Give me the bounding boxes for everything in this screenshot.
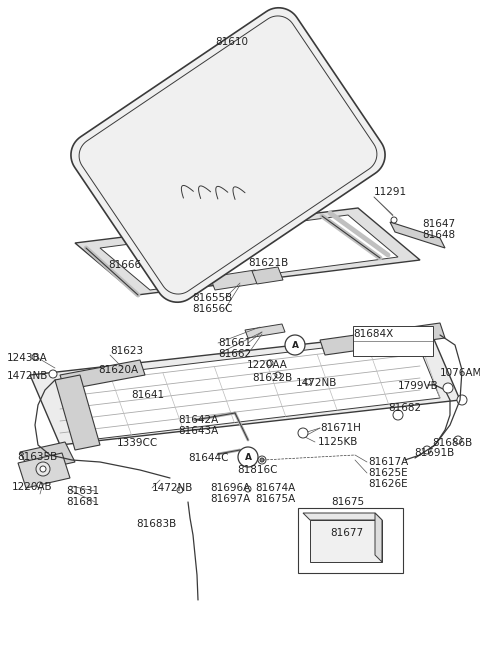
Text: 81677: 81677	[330, 528, 363, 538]
Text: 1125KB: 1125KB	[318, 437, 359, 447]
Text: 81641: 81641	[131, 390, 164, 400]
Text: 81674A: 81674A	[255, 483, 295, 493]
Text: 81620A: 81620A	[98, 365, 138, 375]
Text: 81621B: 81621B	[248, 258, 288, 268]
Text: 11291: 11291	[374, 187, 407, 197]
Polygon shape	[390, 222, 445, 248]
Polygon shape	[60, 360, 145, 390]
Polygon shape	[375, 513, 382, 562]
Text: 81622B: 81622B	[252, 373, 292, 383]
Text: 1220AA: 1220AA	[247, 360, 288, 370]
Circle shape	[391, 217, 397, 223]
Circle shape	[40, 466, 46, 472]
Polygon shape	[210, 270, 260, 290]
Text: 81662: 81662	[218, 349, 251, 359]
Circle shape	[177, 487, 183, 493]
Polygon shape	[75, 208, 420, 295]
Circle shape	[267, 360, 273, 366]
Text: 1472NB: 1472NB	[7, 371, 48, 381]
Polygon shape	[20, 442, 75, 472]
Circle shape	[32, 354, 38, 360]
Text: 81626E: 81626E	[368, 479, 408, 489]
Text: 81816C: 81816C	[237, 465, 277, 475]
Text: 81642A: 81642A	[178, 415, 218, 425]
Polygon shape	[245, 324, 285, 338]
Text: 81656C: 81656C	[192, 304, 232, 314]
Circle shape	[37, 482, 43, 488]
Circle shape	[245, 486, 251, 492]
Text: 81623: 81623	[110, 346, 143, 356]
Text: 1799VB: 1799VB	[398, 381, 439, 391]
Polygon shape	[303, 513, 382, 520]
Circle shape	[258, 456, 266, 464]
Circle shape	[49, 370, 57, 378]
Text: 81696A: 81696A	[210, 483, 250, 493]
Text: 1076AM: 1076AM	[440, 368, 480, 378]
Circle shape	[393, 410, 403, 420]
Bar	[353, 326, 433, 356]
Circle shape	[423, 446, 431, 454]
Text: 1339CC: 1339CC	[117, 438, 158, 448]
Text: 1472NB: 1472NB	[152, 483, 193, 493]
Text: 81644C: 81644C	[188, 453, 228, 463]
Polygon shape	[55, 375, 100, 450]
Text: 81682: 81682	[388, 403, 421, 413]
Polygon shape	[320, 323, 445, 355]
Polygon shape	[18, 453, 70, 488]
Text: A: A	[291, 341, 299, 350]
Circle shape	[443, 383, 453, 393]
Text: 1472NB: 1472NB	[296, 378, 337, 388]
Circle shape	[36, 462, 50, 476]
Text: 1243BA: 1243BA	[7, 353, 48, 363]
Text: 81625E: 81625E	[368, 468, 408, 478]
Text: 81631: 81631	[66, 486, 99, 496]
Text: 1220AB: 1220AB	[12, 482, 53, 492]
Text: 81686B: 81686B	[432, 438, 472, 448]
Text: 81635B: 81635B	[17, 452, 57, 462]
Circle shape	[238, 447, 258, 467]
Text: A: A	[244, 453, 252, 462]
Text: 81675: 81675	[331, 497, 365, 507]
Text: 81661: 81661	[218, 338, 251, 348]
Circle shape	[260, 458, 264, 462]
Polygon shape	[252, 267, 283, 284]
Text: 81648: 81648	[422, 230, 455, 240]
Text: 81684X: 81684X	[353, 329, 393, 339]
Polygon shape	[79, 16, 377, 294]
Text: 81681: 81681	[66, 497, 99, 507]
Circle shape	[298, 428, 308, 438]
Text: 81697A: 81697A	[210, 494, 250, 504]
Polygon shape	[30, 330, 460, 445]
Circle shape	[285, 335, 305, 355]
Text: 81655B: 81655B	[192, 293, 232, 303]
Bar	[298, 508, 403, 573]
Text: 81671H: 81671H	[320, 423, 361, 433]
Circle shape	[305, 379, 311, 385]
Circle shape	[275, 372, 281, 378]
Text: 81683B: 81683B	[136, 519, 176, 529]
Circle shape	[454, 436, 462, 444]
Text: 81617A: 81617A	[368, 457, 408, 467]
Text: 81643A: 81643A	[178, 426, 218, 436]
Text: 81610: 81610	[216, 37, 249, 47]
Text: 81666: 81666	[108, 260, 141, 270]
Text: 81675A: 81675A	[255, 494, 295, 504]
Polygon shape	[55, 337, 440, 441]
Circle shape	[457, 395, 467, 405]
Polygon shape	[71, 8, 385, 302]
Text: 81647: 81647	[422, 219, 455, 229]
Bar	[310, 520, 382, 562]
Text: 81691B: 81691B	[414, 448, 454, 458]
Polygon shape	[100, 215, 398, 290]
